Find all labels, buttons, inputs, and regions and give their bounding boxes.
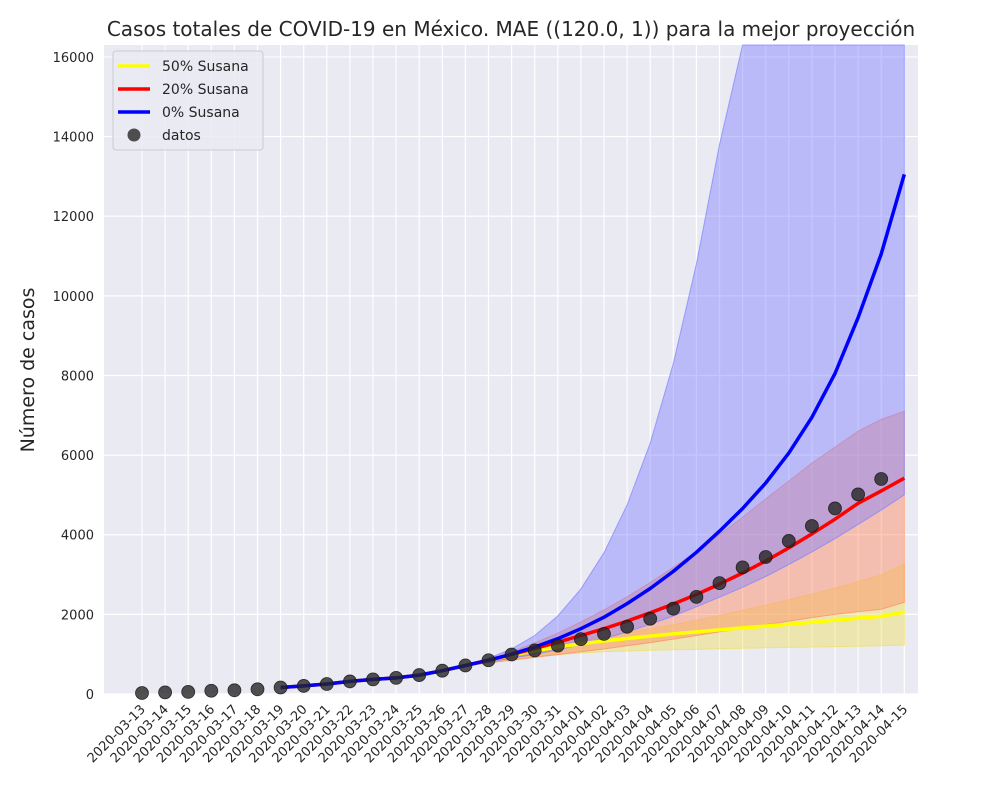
series-lines: [280, 173, 906, 690]
data-point: [758, 550, 773, 564]
data-point: [273, 680, 288, 695]
data-point: [504, 647, 519, 662]
data-point: [412, 668, 427, 682]
data-point: [828, 501, 842, 516]
data-point: [458, 658, 473, 673]
data-point: [735, 560, 750, 575]
data-point: [781, 534, 796, 548]
data-point: [227, 683, 242, 698]
legend-label-datos: datos: [162, 128, 201, 144]
x-ticks: 2020-03-132020-03-142020-03-152020-03-16…: [85, 702, 911, 766]
y-axis-label: Número de casos: [17, 288, 39, 453]
data-points: [135, 472, 889, 700]
y-tick-label: 8000: [61, 369, 94, 384]
data-point: [527, 643, 542, 658]
data-point: [250, 682, 265, 697]
y-tick-label: 10000: [53, 290, 94, 305]
data-point: [366, 672, 380, 687]
data-point: [481, 653, 496, 668]
data-point: [181, 684, 196, 699]
legend-box: [112, 50, 264, 151]
data-point: [620, 619, 634, 634]
chart-title: Casos totales de COVID-19 en México. MAE…: [107, 17, 915, 41]
legend-label-0-susana: 0% Susana: [162, 105, 240, 121]
data-point: [435, 663, 450, 678]
data-point: [666, 601, 681, 616]
data-point: [851, 487, 865, 502]
data-point: [805, 519, 819, 533]
data-point: [135, 686, 149, 700]
y-tick-label: 4000: [61, 529, 94, 544]
data-point: [342, 674, 357, 689]
data-point: [550, 638, 565, 653]
data-point: [296, 679, 311, 693]
data-point: [712, 576, 727, 591]
y-tick-label: 0: [86, 688, 94, 703]
y-tick-label: 6000: [61, 449, 94, 464]
data-point: [389, 670, 404, 685]
y-tick-label: 2000: [61, 608, 94, 623]
y-tick-label: 12000: [53, 210, 94, 225]
data-point: [597, 626, 611, 641]
y-ticks: 0 2000 4000 6000 8000 10000 12000 14000 16000: [53, 51, 94, 703]
data-point: [874, 472, 889, 486]
y-tick-label: 16000: [53, 51, 94, 66]
data-point: [158, 685, 173, 700]
legend: 50% Susana 20% Susana 0% Susana datos: [112, 50, 264, 151]
legend-label-20-susana: 20% Susana: [162, 82, 249, 98]
data-point: [574, 632, 588, 647]
legend-swatch-datos: [127, 128, 141, 142]
legend-label-50-susana: 50% Susana: [162, 59, 249, 75]
y-tick-label: 14000: [53, 131, 94, 146]
data-point: [689, 589, 704, 604]
data-point: [643, 611, 658, 626]
data-point: [319, 677, 334, 691]
line-0-susana: [280, 173, 906, 690]
data-point: [204, 683, 219, 698]
